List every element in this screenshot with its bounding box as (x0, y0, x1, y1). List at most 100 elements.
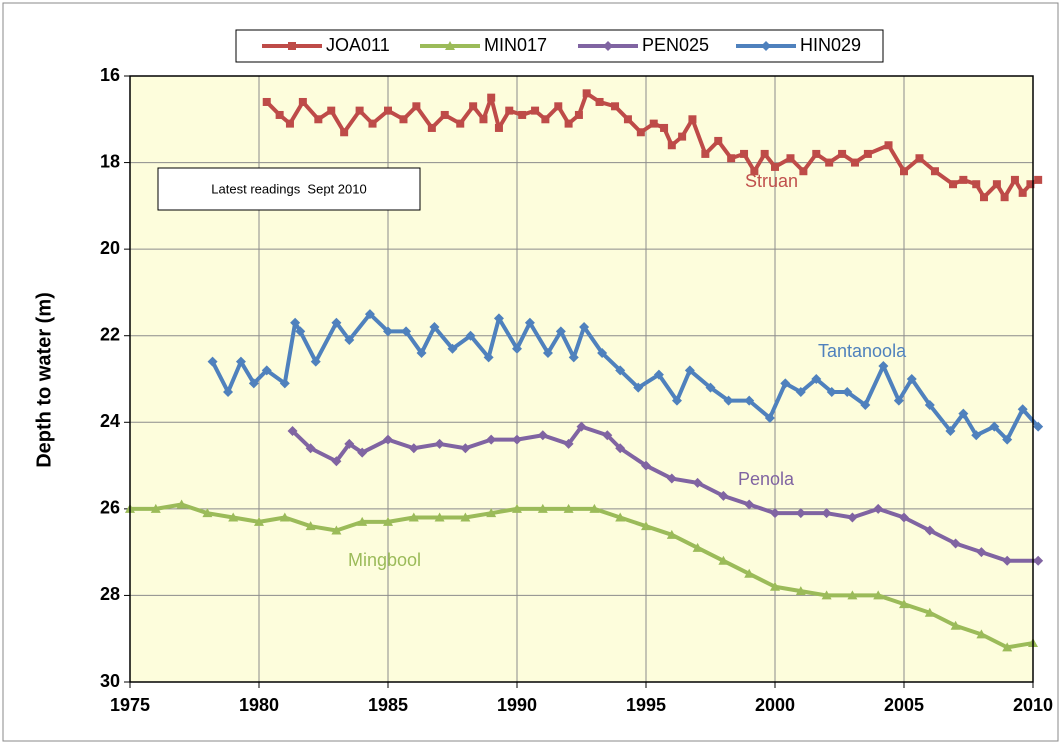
marker (603, 41, 613, 51)
marker (971, 430, 982, 441)
marker (456, 119, 465, 128)
marker (649, 119, 658, 128)
marker (950, 538, 961, 549)
marker (930, 167, 939, 176)
marker (723, 395, 734, 406)
marker (714, 136, 723, 145)
marker (959, 175, 968, 184)
marker (900, 167, 908, 176)
marker (340, 128, 349, 137)
marker (555, 326, 566, 337)
marker (718, 490, 729, 501)
marker (701, 149, 710, 158)
legend: JOA011 MIN017 PEN025 HIN029 (262, 35, 861, 55)
marker (254, 516, 264, 526)
marker (344, 335, 355, 346)
marker (595, 97, 604, 106)
series-line (130, 502, 1034, 650)
y-tick-label: 20 (100, 238, 120, 258)
marker (531, 106, 540, 115)
plot-area (130, 76, 1033, 682)
marker (692, 477, 703, 488)
marker (821, 508, 832, 519)
marker (671, 395, 682, 406)
marker (678, 132, 687, 141)
marker (384, 106, 392, 115)
marker (615, 512, 626, 522)
marker (465, 330, 476, 341)
marker (518, 110, 527, 119)
marker (1000, 193, 1009, 202)
marker (667, 141, 676, 150)
marker (906, 374, 917, 384)
legend-label: JOA011 (326, 35, 390, 55)
marker (602, 430, 613, 441)
marker (860, 399, 871, 410)
marker (1026, 180, 1035, 189)
marker (368, 119, 377, 128)
marker (401, 326, 412, 337)
marker (460, 512, 471, 522)
marker (383, 516, 393, 526)
marker (945, 425, 956, 436)
marker (305, 521, 316, 531)
marker (279, 512, 290, 522)
marker (615, 443, 626, 454)
marker (563, 438, 574, 449)
marker (305, 443, 316, 454)
marker (487, 93, 496, 102)
marker (288, 42, 296, 50)
x-tick-label: 1985 (368, 695, 408, 715)
marker (770, 508, 780, 519)
marker (408, 512, 419, 522)
marker (799, 167, 808, 176)
y-axis-title: Depth to water (m) (33, 292, 55, 468)
x-tick-label: 1980 (239, 695, 279, 715)
marker (950, 620, 961, 630)
marker (850, 158, 859, 167)
marker (972, 180, 981, 189)
marker (262, 97, 271, 106)
marker (884, 141, 893, 150)
site-label: Mingbool (348, 550, 421, 570)
marker (1002, 642, 1013, 652)
marker (295, 326, 306, 337)
marker (692, 542, 703, 552)
marker (786, 154, 795, 163)
site-label: Struan (745, 171, 798, 191)
marker (641, 521, 651, 531)
marker (878, 361, 889, 372)
marker (486, 434, 497, 445)
marker (285, 119, 294, 128)
marker (899, 599, 909, 609)
plot-border (129, 75, 1034, 683)
marker (847, 512, 858, 523)
marker (623, 115, 632, 124)
marker (761, 41, 771, 51)
marker (298, 97, 307, 106)
marker (744, 499, 755, 510)
marker (483, 352, 494, 363)
marker (383, 434, 393, 445)
y-tick-label: 26 (100, 498, 120, 518)
x-tick-label: 1995 (626, 695, 666, 715)
marker (924, 525, 935, 536)
marker (505, 106, 514, 115)
marker (705, 382, 716, 393)
x-tick-label: 2000 (755, 695, 795, 715)
marker (989, 421, 1000, 432)
marker (744, 395, 755, 406)
x-tick-label: 2005 (884, 695, 924, 715)
marker (537, 503, 548, 513)
marker (568, 352, 579, 363)
marker (992, 180, 1001, 189)
marker (1017, 404, 1028, 415)
marker (429, 322, 440, 333)
marker (636, 128, 645, 137)
marker (542, 348, 553, 359)
marker (512, 503, 522, 513)
marker (287, 425, 298, 436)
marker (447, 343, 458, 354)
marker (554, 102, 563, 111)
marker (826, 386, 837, 397)
